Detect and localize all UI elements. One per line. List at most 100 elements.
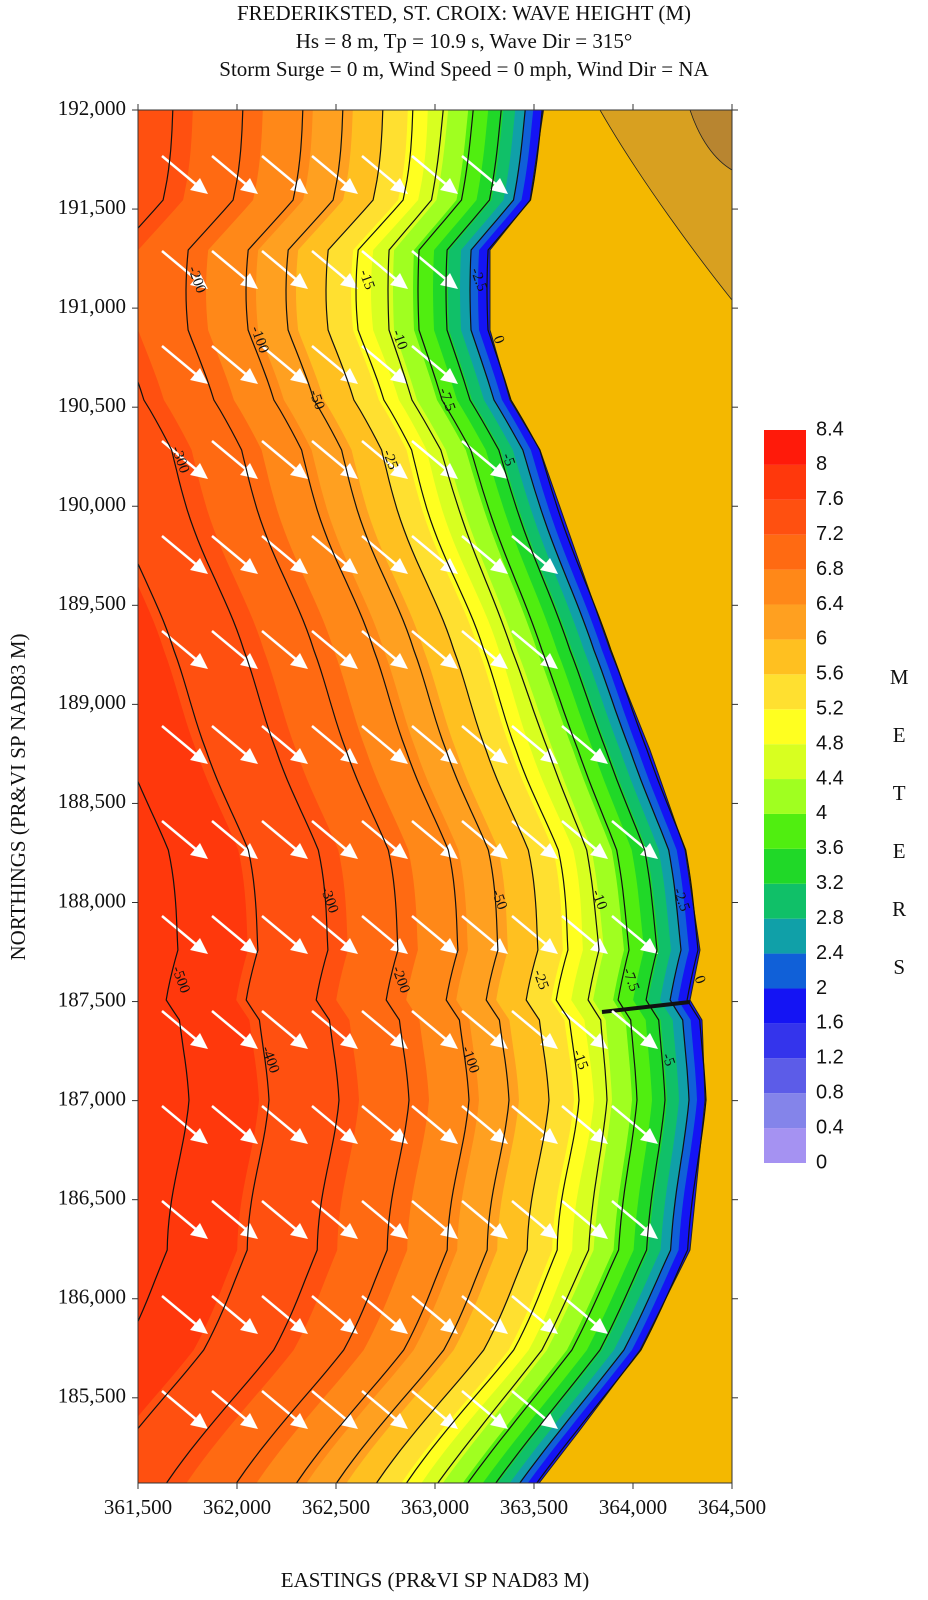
wave-arrow	[411, 1295, 449, 1327]
wave-arrow	[461, 915, 499, 947]
wave-arrow-head	[490, 1413, 508, 1429]
wave-arrow-head	[490, 558, 508, 574]
y-tick-label: 185,500	[58, 1384, 126, 1408]
wave-arrow-head	[540, 1318, 558, 1334]
wave-arrow-head	[240, 178, 258, 194]
wave-arrow-head	[440, 1413, 458, 1429]
wave-arrow	[511, 1105, 549, 1137]
wave-arrow	[411, 440, 449, 472]
wave-arrow	[261, 155, 299, 187]
wave-arrow	[211, 630, 249, 662]
wave-arrow-head	[290, 463, 308, 479]
contour-line	[285, 110, 510, 1483]
wave-arrow	[561, 1010, 599, 1042]
colorbar-swatch	[764, 639, 806, 675]
wave-arrow-head	[190, 653, 208, 669]
contour-line	[185, 110, 410, 1483]
wave-arrow	[411, 1200, 449, 1232]
wave-arrow-head	[290, 653, 308, 669]
y-tick-label: 189,500	[58, 591, 126, 615]
y-tick-label: 190,500	[58, 393, 126, 417]
wave-arrow	[211, 535, 249, 567]
wave-arrow-head	[440, 1033, 458, 1049]
wave-arrow-head	[590, 1223, 608, 1239]
wave-arrow-head	[540, 1128, 558, 1144]
y-tick-label: 192,000	[58, 96, 126, 120]
wave-arrow-head	[290, 368, 308, 384]
wave-arrow	[261, 915, 299, 947]
x-tick-label: 364,500	[698, 1495, 766, 1519]
contour-label: -2.5	[467, 266, 490, 294]
contour-label: -15	[569, 1048, 591, 1072]
wave-arrow-head	[540, 558, 558, 574]
wave-arrow-head	[240, 748, 258, 764]
contour-label: -5	[498, 451, 517, 468]
wave-arrow-head	[340, 463, 358, 479]
wave-arrow-head	[190, 1318, 208, 1334]
wave-arrow	[161, 915, 199, 947]
wave-arrow	[211, 155, 249, 187]
wave-arrow-head	[390, 1318, 408, 1334]
colorbar-tick-label: 5.2	[816, 698, 844, 720]
colorbar-tick-label: 4.8	[816, 732, 844, 754]
colorbar-swatch	[764, 813, 806, 849]
wave-arrow-head	[340, 748, 358, 764]
wave-arrow	[461, 725, 499, 757]
wave-arrow	[311, 155, 349, 187]
x-tick-label: 361,500	[104, 1495, 172, 1519]
wave-arrow-head	[240, 1128, 258, 1144]
x-axis-label: EASTINGS (PR&VI SP NAD83 M)	[281, 1568, 589, 1592]
wave-arrow	[611, 915, 649, 947]
wave-arrow-head	[190, 843, 208, 859]
wave-arrow-head	[540, 843, 558, 859]
wave-arrow	[461, 630, 499, 662]
wave-arrow-head	[340, 1128, 358, 1144]
wave-arrow	[361, 1105, 399, 1137]
wave-arrow-head	[340, 653, 358, 669]
wave-arrow	[461, 1390, 499, 1422]
y-tick-label: 187,500	[58, 987, 126, 1011]
wave-arrow	[161, 1200, 199, 1232]
wave-arrow	[211, 1200, 249, 1232]
wave-arrow	[311, 1295, 349, 1327]
wave-arrow-head	[290, 1223, 308, 1239]
wave-arrow-head	[340, 368, 358, 384]
contour-label: -50	[306, 388, 328, 412]
y-tick-label: 188,500	[58, 789, 126, 813]
wave-arrow-head	[390, 1223, 408, 1239]
colorbar-tick-label: 2.8	[816, 907, 844, 929]
wave-arrow-head	[590, 1033, 608, 1049]
wave-arrow	[261, 1200, 299, 1232]
y-tick-label: 189,000	[58, 690, 126, 714]
wave-arrow	[211, 725, 249, 757]
contour-label: -2.5	[669, 886, 692, 914]
wave-arrow-head	[390, 938, 408, 954]
wave-arrow-head	[440, 463, 458, 479]
wave-arrow	[511, 535, 549, 567]
x-tick-label: 362,500	[302, 1495, 370, 1519]
colorbar-swatch	[764, 988, 806, 1024]
wave-arrow-head	[440, 1128, 458, 1144]
contour-line	[417, 110, 638, 1483]
wave-arrow-head	[340, 843, 358, 859]
wave-arrow	[261, 1390, 299, 1422]
wave-arrow	[511, 725, 549, 757]
wave-arrow-head	[240, 1223, 258, 1239]
colorbar-tick-label: 0.8	[816, 1081, 844, 1103]
wave-arrow	[211, 1010, 249, 1042]
wave-arrow	[261, 440, 299, 472]
contour-line	[138, 562, 270, 1430]
wave-arrow-head	[390, 273, 408, 289]
colorbar-swatch	[764, 744, 806, 780]
contour-label: -5	[658, 1051, 677, 1068]
x-tick-label: 362,000	[203, 1495, 271, 1519]
wave-arrow	[311, 345, 349, 377]
wave-arrow-head	[340, 1033, 358, 1049]
wave-arrow-head	[240, 653, 258, 669]
wave-arrow	[311, 250, 349, 282]
chart-subtitle: Hs = 8 m, Tp = 10.9 s, Wave Dir = 315°	[296, 29, 633, 53]
wave-arrow	[461, 535, 499, 567]
wave-arrow	[411, 250, 449, 282]
wave-arrow	[361, 820, 399, 852]
